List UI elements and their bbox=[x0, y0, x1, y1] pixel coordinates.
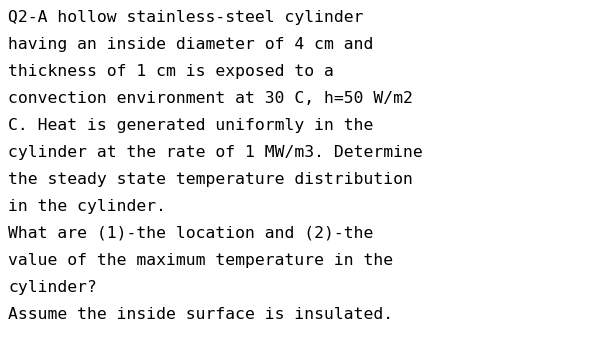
Text: the steady state temperature distribution: the steady state temperature distributio… bbox=[8, 172, 413, 187]
Text: in the cylinder.: in the cylinder. bbox=[8, 199, 166, 214]
Text: thickness of 1 cm is exposed to a: thickness of 1 cm is exposed to a bbox=[8, 64, 334, 79]
Text: having an inside diameter of 4 cm and: having an inside diameter of 4 cm and bbox=[8, 37, 374, 52]
Text: C. Heat is generated uniformly in the: C. Heat is generated uniformly in the bbox=[8, 118, 374, 133]
Text: Q2-A hollow stainless-steel cylinder: Q2-A hollow stainless-steel cylinder bbox=[8, 10, 363, 25]
Text: cylinder?: cylinder? bbox=[8, 280, 97, 295]
Text: value of the maximum temperature in the: value of the maximum temperature in the bbox=[8, 253, 393, 268]
Text: cylinder at the rate of 1 MW/m3. Determine: cylinder at the rate of 1 MW/m3. Determi… bbox=[8, 145, 423, 160]
Text: What are (1)-the location and (2)-the: What are (1)-the location and (2)-the bbox=[8, 226, 374, 241]
Text: Assume the inside surface is insulated.: Assume the inside surface is insulated. bbox=[8, 307, 393, 322]
Text: convection environment at 30 C, h=50 W/m2: convection environment at 30 C, h=50 W/m… bbox=[8, 91, 413, 106]
